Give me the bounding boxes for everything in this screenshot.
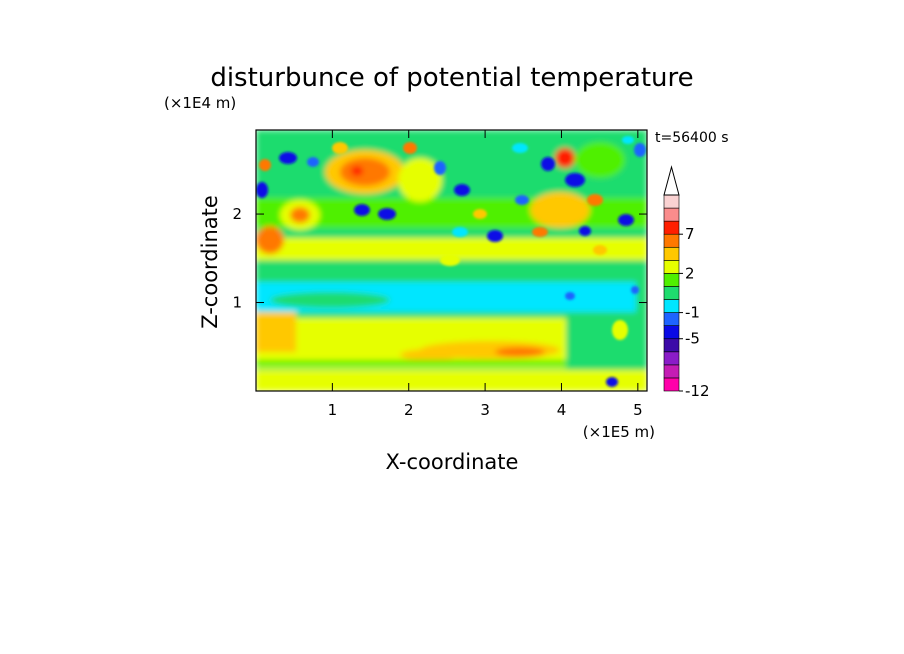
y-axis-label: Z-coordinate [198,195,222,329]
colorbar-tick-label: -1 [685,304,700,322]
y-unit-label: (×1E4 m) [164,94,236,112]
x-tick-label: 5 [633,401,643,419]
colorbar-swatch [663,351,680,366]
x-axis-label: X-coordinate [386,450,519,474]
x-unit-label: (×1E5 m) [583,423,655,441]
colorbar-swatch [663,299,680,313]
colorbar-swatch [663,260,680,274]
colorbar-tick-label: 7 [685,225,695,243]
contour-field [256,130,647,391]
x-axis: 1 2 3 4 5 [328,130,643,419]
x-tick-label: 4 [557,401,567,419]
colorbar-swatch [663,364,680,379]
y-tick-label: 1 [232,294,242,312]
colorbar-swatch [663,233,680,248]
x-tick-label: 2 [404,401,414,419]
contour-bands [256,130,647,391]
colorbar: -12-5-127 [663,165,710,400]
time-label: t=56400 s [655,130,729,146]
colorbar-swatch [663,377,680,392]
y-tick-label: 2 [232,205,242,223]
colorbar-swatch [663,220,680,235]
plot-frame [255,129,648,392]
colorbar-swatch [663,325,680,340]
colorbar-swatch [663,286,680,300]
chart-title: disturbunce of potential temperature [210,63,693,93]
colorbar-tick-label: -12 [685,382,710,400]
x-tick-label: 3 [480,401,490,419]
colorbar-swatch [663,194,680,209]
contour-cells [256,136,646,387]
colorbar-swatch [663,273,680,287]
colorbar-extend-arrow [663,165,680,196]
colorbar-tick-label: -5 [685,330,700,348]
x-tick-label: 1 [328,401,338,419]
colorbar-tick-label: 2 [685,264,695,282]
colorbar-swatch [663,312,680,326]
colorbar-swatch [663,207,680,222]
colorbar-swatch [663,246,680,261]
y-axis: 12 [232,205,647,312]
colorbar-swatch [663,338,680,353]
